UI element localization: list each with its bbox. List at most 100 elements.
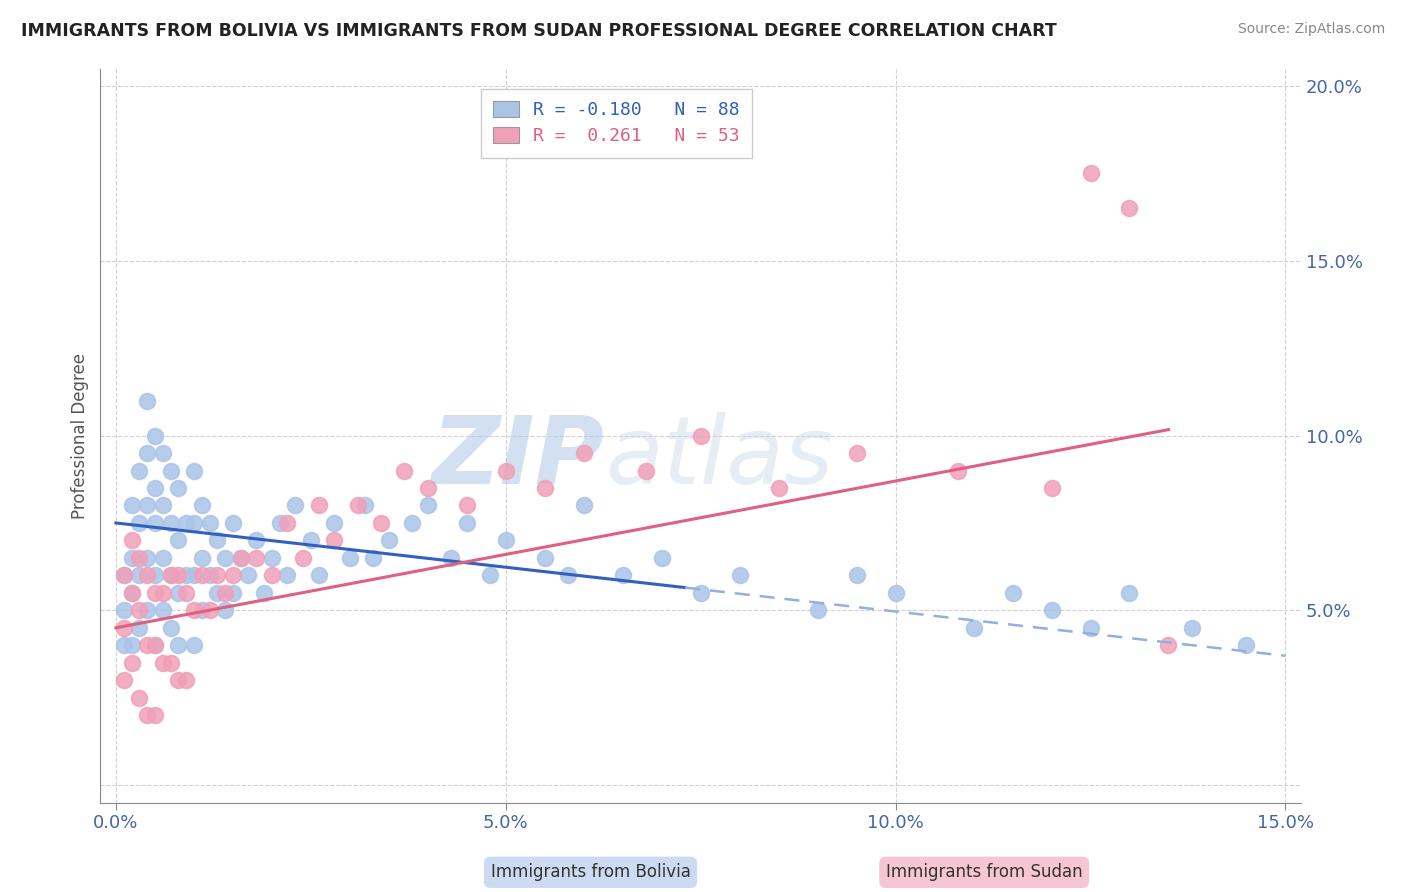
Point [143,638,166,652]
Point [167,568,190,582]
Point [152,656,174,670]
Point [143,481,166,495]
Point [361,550,384,565]
Point [183,568,205,582]
Point [112,603,135,617]
Point [183,516,205,530]
Point [143,638,166,652]
Point [128,516,150,530]
Point [128,603,150,617]
Point [299,533,322,548]
Point [276,568,298,582]
Point [572,446,595,460]
Point [112,621,135,635]
Point [112,673,135,688]
Text: atlas: atlas [605,412,832,503]
Point [198,516,221,530]
Point [253,586,276,600]
Point [689,586,711,600]
Point [174,516,197,530]
Point [136,568,159,582]
Point [1040,481,1063,495]
Point [143,568,166,582]
Text: Immigrants from Sudan: Immigrants from Sudan [886,863,1083,881]
Point [159,568,181,582]
Point [112,568,135,582]
Point [495,463,517,477]
Point [136,708,159,723]
Point [128,463,150,477]
Point [121,586,143,600]
Point [946,463,969,477]
Point [456,499,478,513]
Point [152,603,174,617]
Point [183,463,205,477]
Point [136,446,159,460]
Point [401,516,423,530]
Point [136,393,159,408]
Point [207,533,229,548]
Point [884,586,907,600]
Point [1157,638,1180,652]
Point [152,446,174,460]
Point [229,550,252,565]
Point [245,533,267,548]
Point [128,550,150,565]
Point [1001,586,1024,600]
Point [143,586,166,600]
Point [1080,621,1102,635]
Point [284,499,307,513]
Point [198,603,221,617]
Point [128,568,150,582]
Point [479,568,502,582]
Point [378,533,401,548]
Point [190,568,212,582]
Point [323,533,346,548]
Point [214,550,236,565]
Point [440,550,463,565]
Point [121,499,143,513]
Text: IMMIGRANTS FROM BOLIVIA VS IMMIGRANTS FROM SUDAN PROFESSIONAL DEGREE CORRELATION: IMMIGRANTS FROM BOLIVIA VS IMMIGRANTS FR… [21,22,1057,40]
Point [370,516,392,530]
Point [159,621,181,635]
Point [152,499,174,513]
Point [167,638,190,652]
Point [183,603,205,617]
Point [167,586,190,600]
Point [260,550,283,565]
Y-axis label: Professional Degree: Professional Degree [72,352,89,518]
Point [136,550,159,565]
Point [121,550,143,565]
Point [416,499,439,513]
Point [308,499,330,513]
Point [962,621,984,635]
Point [651,550,673,565]
Point [167,533,190,548]
Point [167,481,190,495]
Point [190,499,212,513]
Point [159,656,181,670]
Point [245,550,267,565]
Point [190,550,212,565]
Point [768,481,790,495]
Point [121,638,143,652]
Point [354,499,377,513]
Legend: R = -0.180   N = 88, R =  0.261   N = 53: R = -0.180 N = 88, R = 0.261 N = 53 [481,88,752,158]
Point [229,550,252,565]
Point [1118,202,1140,216]
Point [136,499,159,513]
Point [143,428,166,442]
Point [807,603,830,617]
Point [495,533,517,548]
Point [143,708,166,723]
Point [276,516,298,530]
Point [198,568,221,582]
Point [143,516,166,530]
Point [292,550,315,565]
Point [456,516,478,530]
Point [152,550,174,565]
Point [174,568,197,582]
Point [112,638,135,652]
Point [339,550,361,565]
Point [533,481,555,495]
